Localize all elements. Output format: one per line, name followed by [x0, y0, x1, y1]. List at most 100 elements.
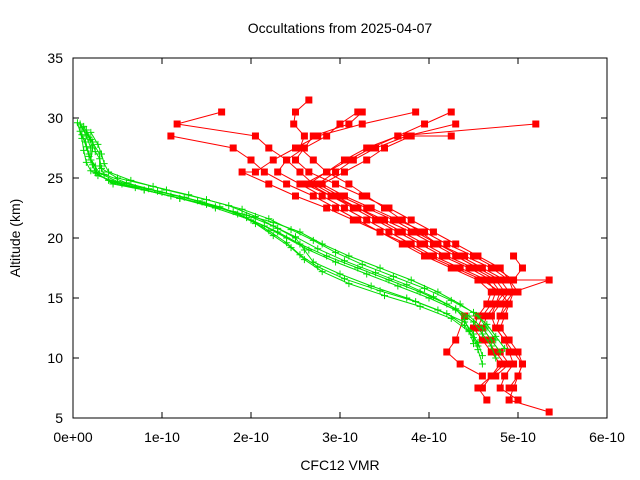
data-point	[269, 222, 277, 230]
data-point	[309, 192, 317, 200]
data-point	[97, 164, 105, 172]
data-point	[89, 161, 97, 169]
data-point	[470, 264, 477, 272]
data-point	[265, 180, 273, 188]
data-point	[421, 252, 429, 260]
data-point	[340, 168, 348, 176]
data-point	[505, 384, 513, 392]
data-point	[483, 300, 491, 308]
x-tick-label: 4e-10	[411, 429, 447, 445]
data-point	[89, 144, 97, 152]
data-point	[492, 276, 500, 284]
data-point	[332, 248, 340, 256]
data-point	[403, 240, 411, 248]
data-point	[416, 302, 424, 310]
data-point	[292, 108, 299, 116]
data-point	[372, 216, 380, 224]
data-point	[496, 288, 504, 296]
data-point	[296, 251, 304, 259]
data-point	[96, 155, 104, 163]
data-point	[416, 240, 424, 248]
data-point	[367, 144, 375, 152]
data-point	[340, 192, 348, 200]
data-point	[478, 264, 486, 272]
data-point	[407, 276, 415, 284]
data-point	[492, 324, 500, 332]
data-point	[394, 228, 402, 236]
data-point	[260, 168, 268, 176]
data-point	[487, 264, 495, 272]
data-point	[443, 348, 451, 356]
data-point	[305, 168, 313, 176]
data-point	[243, 211, 251, 219]
data-point	[501, 360, 509, 368]
data-point	[429, 240, 437, 248]
data-point	[496, 324, 504, 332]
data-point	[492, 332, 500, 340]
data-point	[251, 132, 259, 140]
data-point	[510, 348, 518, 356]
data-point	[80, 146, 88, 154]
data-point	[483, 320, 491, 328]
data-point	[505, 336, 513, 344]
data-point	[470, 252, 477, 260]
data-point	[81, 138, 89, 146]
data-point	[510, 276, 518, 284]
data-point	[265, 215, 273, 223]
data-point	[300, 180, 308, 188]
data-point	[505, 348, 513, 356]
data-point	[407, 216, 415, 224]
data-point	[465, 312, 473, 320]
data-point	[140, 186, 148, 194]
data-point	[510, 360, 518, 368]
data-point	[349, 204, 357, 212]
data-point	[358, 108, 366, 116]
data-point	[385, 204, 393, 212]
series-17	[76, 127, 477, 348]
data-point	[501, 344, 509, 352]
data-point	[407, 228, 415, 236]
x-tick-label: 5e-10	[500, 429, 536, 445]
data-point	[478, 372, 486, 380]
y-tick-label: 20	[47, 230, 63, 246]
data-point	[269, 156, 277, 164]
data-point	[492, 354, 500, 362]
data-point	[474, 264, 482, 272]
data-point	[434, 240, 442, 248]
data-point	[238, 168, 246, 176]
data-point	[487, 342, 495, 350]
data-point	[314, 132, 322, 140]
data-point	[292, 156, 299, 164]
data-point	[487, 312, 495, 320]
data-point	[438, 252, 446, 260]
data-point	[478, 384, 486, 392]
data-point	[487, 288, 495, 296]
data-point	[85, 133, 93, 141]
data-point	[496, 384, 504, 392]
data-point	[381, 144, 388, 152]
data-point	[203, 196, 210, 204]
data-point	[309, 180, 317, 188]
data-point	[332, 168, 340, 176]
data-point	[97, 150, 105, 158]
data-point	[354, 108, 362, 116]
data-point	[358, 260, 366, 268]
data-point	[229, 144, 237, 152]
data-point	[492, 288, 500, 296]
data-point	[407, 240, 415, 248]
data-point	[412, 298, 420, 306]
data-point	[251, 168, 259, 176]
data-point	[545, 276, 553, 284]
data-point	[452, 240, 460, 248]
data-point	[407, 132, 415, 140]
data-point	[416, 228, 424, 236]
series-9	[292, 108, 522, 296]
data-point	[300, 246, 308, 254]
data-point	[518, 264, 526, 272]
data-point	[314, 263, 322, 271]
data-point	[501, 336, 509, 344]
data-point	[105, 168, 113, 176]
data-point	[421, 120, 429, 128]
data-point	[492, 264, 500, 272]
